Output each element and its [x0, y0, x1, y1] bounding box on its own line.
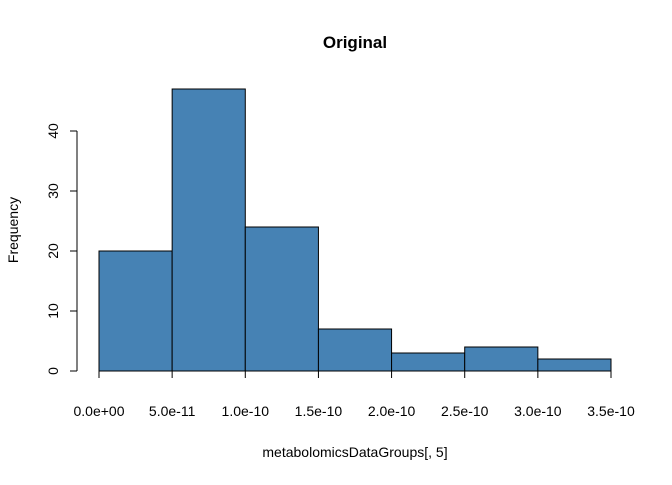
- y-tick-label: 40: [45, 123, 61, 139]
- x-tick-label: 3.5e-10: [587, 403, 635, 419]
- histogram-bar: [244, 226, 319, 372]
- y-tick-label: 30: [45, 183, 61, 199]
- histogram-bar: [317, 328, 393, 372]
- histogram-bar: [537, 358, 612, 372]
- x-tick-label: 0.0e+00: [74, 403, 125, 419]
- x-axis-label: metabolomicsDataGroups[, 5]: [262, 444, 447, 460]
- x-tick-label: 3.0e-10: [514, 403, 562, 419]
- y-axis-label: Frequency: [5, 197, 21, 263]
- x-tick-label: 1.5e-10: [295, 403, 343, 419]
- bars-group: [98, 88, 612, 372]
- histogram-bar: [171, 88, 246, 372]
- histogram-bar: [464, 346, 539, 372]
- histogram-bar: [98, 250, 173, 372]
- histogram-bar: [391, 352, 466, 372]
- x-tick-label: 1.0e-10: [222, 403, 270, 419]
- x-tick-label: 2.5e-10: [441, 403, 489, 419]
- y-axis: 0 10 20 30 40: [45, 123, 78, 375]
- x-axis: 0.0e+00 5.0e-11 1.0e-10 1.5e-10 2.0e-10 2.5e-…: [74, 370, 635, 419]
- y-tick-label: 20: [45, 243, 61, 259]
- x-tick-label: 2.0e-10: [368, 403, 416, 419]
- y-tick-label: 0: [45, 367, 61, 375]
- x-tick-label: 5.0e-11: [149, 403, 196, 419]
- y-tick-label: 10: [45, 303, 61, 319]
- chart-title: Original: [323, 33, 387, 52]
